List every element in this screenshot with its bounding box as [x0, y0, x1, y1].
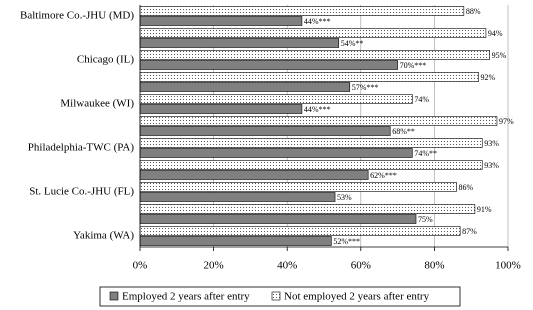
bar	[139, 104, 303, 114]
bar	[139, 236, 332, 246]
value-label: 74%**	[414, 149, 437, 158]
value-label: 86%	[458, 183, 473, 192]
bar	[139, 72, 479, 82]
value-label: 44%***	[304, 17, 331, 26]
value-label: 88%	[466, 7, 481, 16]
bar	[139, 82, 351, 92]
bar	[139, 226, 461, 236]
bar	[139, 148, 413, 158]
bar	[139, 94, 413, 104]
y-tick-label: St. Lucie Co.-JHU (FL)	[29, 186, 134, 198]
value-label: 44%***	[304, 105, 331, 114]
bar	[139, 6, 465, 16]
value-label: 62%***	[370, 171, 397, 180]
legend-label: Not employed 2 years after entry	[284, 291, 430, 303]
x-tick-label: 80%	[424, 260, 444, 272]
bar	[139, 60, 398, 70]
value-label: 57%***	[352, 83, 379, 92]
y-tick-label: Baltimore Co.-JHU (MD)	[20, 10, 134, 22]
legend-label: Employed 2 years after entry	[122, 291, 250, 303]
value-label: 94%	[488, 29, 503, 38]
bar	[139, 116, 498, 126]
y-tick-label: Milwaukee (WI)	[60, 98, 134, 110]
x-tick-label: 60%	[351, 260, 371, 272]
bar	[139, 126, 391, 136]
value-label: 70%***	[400, 61, 427, 70]
bar	[139, 170, 369, 180]
bar	[139, 16, 303, 26]
x-tick-label: 100%	[495, 260, 521, 272]
value-label: 91%	[477, 205, 492, 214]
y-tick-label: Chicago (IL)	[77, 54, 134, 66]
bar	[139, 182, 457, 192]
bar	[139, 50, 490, 60]
value-label: 93%	[484, 161, 499, 170]
value-label: 92%	[481, 73, 496, 82]
bar	[139, 38, 340, 48]
bar	[139, 192, 336, 202]
value-label: 97%	[499, 117, 514, 126]
y-tick-label: Yakima (WA)	[73, 230, 134, 242]
value-label: 75%	[418, 215, 433, 224]
value-label: 54%**	[341, 39, 364, 48]
value-label: 87%	[462, 227, 477, 236]
value-label: 74%	[414, 95, 429, 104]
bar	[139, 214, 417, 224]
bar	[139, 28, 487, 38]
value-label: 68%**	[392, 127, 415, 136]
value-label: 53%	[337, 193, 352, 202]
legend-swatch	[271, 291, 281, 301]
x-tick-label: 40%	[277, 260, 297, 272]
y-tick-label: Philadelphia-TWC (PA)	[28, 142, 135, 154]
bar	[139, 204, 476, 214]
value-label: 93%	[484, 139, 499, 148]
value-label: 52%***	[333, 237, 360, 246]
legend-box	[99, 286, 461, 307]
bar	[139, 160, 483, 170]
bar	[139, 138, 483, 148]
x-tick-label: 20%	[204, 260, 224, 272]
legend-swatch	[109, 291, 119, 301]
value-label: 95%	[492, 51, 507, 60]
x-tick-label: 0%	[133, 260, 148, 272]
